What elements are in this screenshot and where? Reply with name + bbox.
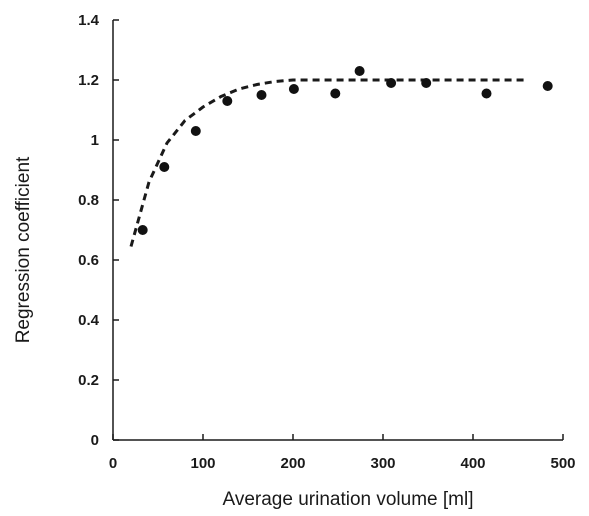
- x-axis-title: Average urination volume [ml]: [223, 489, 474, 510]
- y-tick-label: 1.2: [78, 72, 99, 89]
- data-point: [421, 78, 432, 88]
- y-tick-label: 0.8: [78, 192, 99, 209]
- data-point: [137, 225, 148, 235]
- y-tick-label: 0: [91, 432, 99, 449]
- x-tick-label: 400: [460, 455, 485, 472]
- y-tick-label: 0.4: [78, 312, 100, 329]
- data-point: [542, 81, 553, 91]
- y-tick-label: 0.6: [78, 252, 99, 269]
- y-axis-title: Regression coefficient: [13, 156, 34, 343]
- data-point: [330, 88, 341, 99]
- data-point: [386, 78, 397, 88]
- data-point: [222, 96, 233, 106]
- y-ticks: 0 0.2 0.4 0.6 0.8 1 1.2 1.4: [78, 12, 119, 449]
- data-point: [190, 126, 201, 136]
- x-tick-label: 500: [550, 455, 575, 472]
- x-tick-label: 0: [109, 455, 117, 472]
- data-point: [481, 88, 492, 99]
- data-point: [288, 84, 299, 94]
- x-tick-label: 100: [190, 455, 215, 472]
- dashed-fit-line: [129, 78, 527, 247]
- data-points: [137, 66, 553, 235]
- y-tick-label: 1: [91, 132, 99, 149]
- axes: [112, 20, 563, 441]
- x-tick-label: 200: [280, 455, 305, 472]
- y-tick-label: 1.4: [78, 12, 100, 29]
- y-tick-label: 0.2: [78, 372, 99, 389]
- data-point: [256, 90, 267, 100]
- x-ticks: 0 100 200 300 400 500: [109, 434, 576, 472]
- data-point: [354, 66, 365, 76]
- x-tick-label: 300: [370, 455, 395, 472]
- data-point: [159, 162, 170, 172]
